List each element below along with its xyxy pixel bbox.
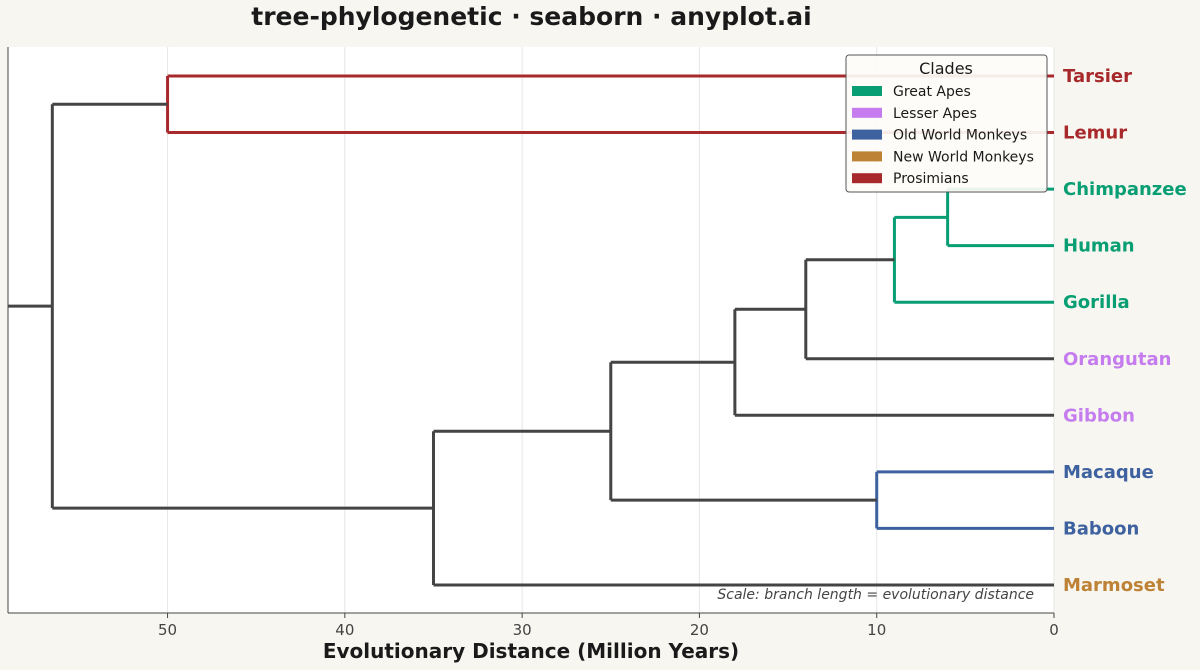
x-tick-label: 30: [513, 621, 532, 639]
x-axis-label: Evolutionary Distance (Million Years): [323, 639, 739, 663]
x-axis-ticks: 50 40 30 20 10 0: [158, 613, 1059, 639]
leaf-label: Chimpanzee: [1063, 179, 1187, 200]
legend-box: [845, 54, 1048, 193]
x-tick-label: 20: [690, 621, 709, 639]
chart-title: tree-phylogenetic · seaborn · anyplot.ai: [251, 2, 812, 31]
x-tick-label: 10: [867, 621, 886, 639]
x-tick-label: 0: [1049, 621, 1059, 639]
legend-swatch: [852, 151, 882, 162]
legend-entry-label: Old World Monkeys: [893, 128, 1027, 144]
x-tick-label: 40: [335, 621, 354, 639]
leaf-label: Human: [1063, 236, 1135, 257]
scale-annotation: Scale: branch length = evolutionary dist…: [717, 587, 1034, 603]
legend-entry-label: Prosimians: [893, 171, 969, 187]
leaf-labels: Tarsier Lemur Chimpanzee Human Gorilla Orangu…: [1063, 66, 1187, 596]
leaf-label: Baboon: [1063, 518, 1139, 539]
legend-swatch: [852, 129, 882, 140]
legend-title: Clades: [919, 59, 973, 78]
leaf-label: Gibbon: [1063, 405, 1135, 426]
legend: Clades Great Apes Lesser Apes Old World Mo…: [845, 54, 1048, 193]
legend-entry-label: Lesser Apes: [893, 106, 977, 122]
legend-swatch: [852, 107, 882, 118]
legend-entries: Great Apes Lesser Apes Old World Monkeys Ne…: [852, 84, 1034, 187]
leaf-label: Marmoset: [1063, 575, 1165, 596]
leaf-label: Gorilla: [1063, 292, 1130, 313]
leaf-label: Lemur: [1063, 123, 1127, 144]
legend-entry-label: New World Monkeys: [893, 149, 1034, 165]
legend-swatch: [852, 173, 882, 184]
leaf-label: Orangutan: [1063, 349, 1171, 370]
legend-swatch: [852, 86, 882, 96]
leaf-label: Tarsier: [1063, 66, 1132, 87]
leaf-label: Macaque: [1063, 462, 1154, 483]
legend-entry-label: Great Apes: [893, 84, 971, 100]
x-tick-label: 50: [158, 621, 177, 639]
